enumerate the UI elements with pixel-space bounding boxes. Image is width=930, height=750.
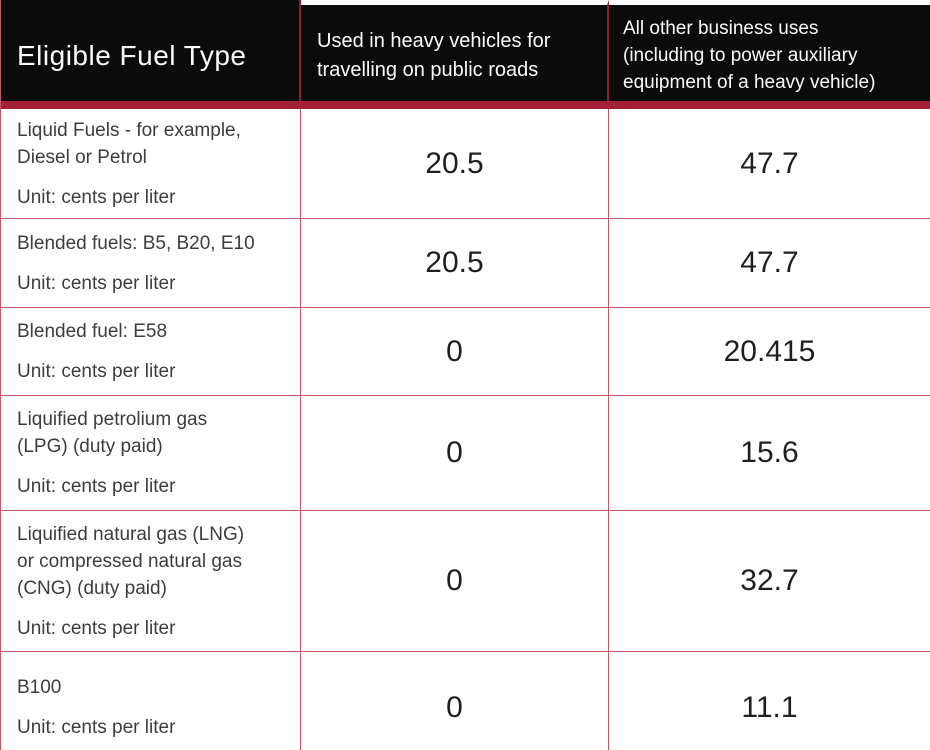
- fuel-name: Liquified natural gas (LNG) or compresse…: [17, 523, 245, 599]
- other-business-rate: 47.7: [609, 219, 930, 307]
- header-cell-eligible-fuel-type: Eligible Fuel Type: [1, 0, 301, 101]
- fuel-unit: Unit: cents per liter: [17, 717, 176, 738]
- other-business-rate: 20.415: [609, 308, 930, 395]
- fuel-unit: Unit: cents per liter: [17, 476, 176, 497]
- table-row-b100: B100 Unit: cents per liter 0 11.1: [1, 652, 930, 750]
- table-row-liquid-fuels: Liquid Fuels - for example, Diesel or Pe…: [1, 109, 930, 219]
- table-row-blended-fuel-e58: Blended fuel: E58 Unit: cents per liter …: [1, 308, 930, 396]
- fuel-type-cell: B100 Unit: cents per liter: [1, 652, 301, 750]
- fuel-name: Liquid Fuels - for example, Diesel or Pe…: [17, 120, 241, 168]
- fuel-name: B100: [17, 677, 62, 698]
- table-row-lng-cng: Liquified natural gas (LNG) or compresse…: [1, 511, 930, 652]
- other-business-rate: 11.1: [609, 652, 930, 750]
- fuel-type-cell: Blended fuels: B5, B20, E10 Unit: cents …: [1, 219, 301, 307]
- other-business-rate: 47.7: [609, 109, 930, 219]
- fuel-unit: Unit: cents per liter: [17, 272, 176, 294]
- heavy-vehicle-rate: 20.5: [301, 219, 609, 307]
- header-cell-heavy-vehicles: Used in heavy vehicles for travelling on…: [301, 0, 609, 101]
- heavy-vehicle-rate: 20.5: [301, 109, 609, 219]
- fuel-type-cell: Liquid Fuels - for example, Diesel or Pe…: [1, 109, 301, 219]
- fuel-type-cell: Liquified petrolium gas (LPG) (duty paid…: [1, 396, 301, 510]
- fuel-unit: Unit: cents per liter: [17, 617, 176, 639]
- fuel-name: Blended fuels: B5, B20, E10: [17, 232, 255, 254]
- fuel-unit: Unit: cents per liter: [17, 361, 176, 382]
- fuel-type-cell: Blended fuel: E58 Unit: cents per liter: [1, 308, 301, 395]
- table-row-lpg: Liquified petrolium gas (LPG) (duty paid…: [1, 396, 930, 511]
- other-business-rate: 15.6: [609, 396, 930, 510]
- heavy-vehicle-rate: 0: [301, 308, 609, 395]
- table-header-row: Eligible Fuel Type Used in heavy vehicle…: [1, 0, 930, 101]
- heavy-vehicle-rate: 0: [301, 652, 609, 750]
- fuel-name: Blended fuel: E58: [17, 321, 168, 342]
- heavy-vehicle-rate: 0: [301, 396, 609, 510]
- table-row-blended-fuels-b5-b20-e10: Blended fuels: B5, B20, E10 Unit: cents …: [1, 219, 930, 308]
- header-cell-other-business-uses: All other business uses (including to po…: [609, 0, 930, 101]
- fuel-unit: Unit: cents per liter: [17, 187, 176, 208]
- fuel-type-cell: Liquified natural gas (LNG) or compresse…: [1, 511, 301, 651]
- heavy-vehicle-rate: 0: [301, 511, 609, 651]
- other-business-rate: 32.7: [609, 511, 930, 651]
- header-accent-stripe: [1, 101, 930, 109]
- fuel-name: Liquified petrolium gas (LPG) (duty paid…: [17, 409, 208, 457]
